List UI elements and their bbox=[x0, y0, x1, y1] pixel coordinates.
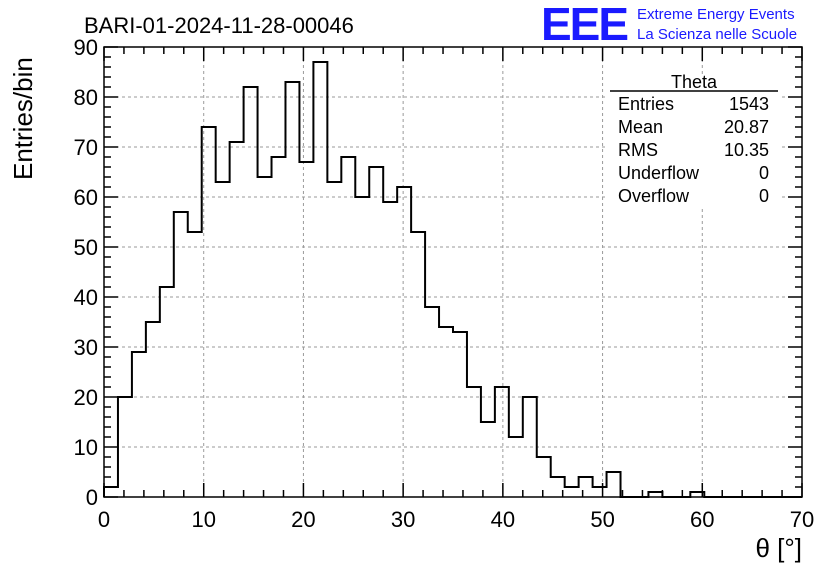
histogram-bin bbox=[160, 287, 174, 497]
y-tick-label: 60 bbox=[74, 185, 98, 210]
stats-row-label: Mean bbox=[618, 117, 663, 137]
histogram-bin bbox=[216, 182, 230, 497]
eee-logo-line2: La Scienza nelle Scuole bbox=[637, 26, 797, 43]
histogram-bin bbox=[174, 212, 188, 497]
histogram-bin bbox=[579, 477, 593, 497]
eee-logo-line1: Extreme Energy Events bbox=[637, 6, 795, 23]
histogram-bin bbox=[607, 472, 621, 497]
stats-box: Theta Entries 1543 Mean 20.87 RMS 10.35 Underf… bbox=[608, 72, 780, 208]
y-tick-label: 50 bbox=[74, 235, 98, 260]
histogram-bin bbox=[146, 322, 160, 497]
y-tick-label: 10 bbox=[74, 435, 98, 460]
stats-box-background bbox=[608, 74, 780, 208]
histogram-bin bbox=[230, 142, 244, 497]
x-axis-title: θ [°] bbox=[755, 533, 802, 563]
y-tick-label: 90 bbox=[74, 35, 98, 60]
stats-row-label: Underflow bbox=[618, 163, 700, 183]
histogram-bin bbox=[383, 202, 397, 497]
histogram-bin bbox=[104, 487, 118, 497]
histogram-bin bbox=[188, 232, 202, 497]
histogram-bin bbox=[565, 487, 579, 497]
y-axis-title: Entries/bin bbox=[8, 57, 38, 180]
y-tick-label: 0 bbox=[86, 485, 98, 510]
histogram-bin bbox=[132, 352, 146, 497]
plot-frame bbox=[103, 46, 803, 498]
histogram-bin bbox=[244, 87, 258, 497]
eee-logo-mark: EEE bbox=[541, 0, 627, 50]
x-tick-label: 40 bbox=[491, 507, 515, 532]
histogram-bin bbox=[341, 157, 355, 497]
x-tick-label: 70 bbox=[790, 507, 814, 532]
histogram-bin bbox=[467, 387, 481, 497]
y-tick-label: 40 bbox=[74, 285, 98, 310]
histogram-bin bbox=[439, 327, 453, 497]
y-tick-label: 30 bbox=[74, 335, 98, 360]
histogram-bin bbox=[285, 82, 299, 497]
y-tick-label: 70 bbox=[74, 135, 98, 160]
stats-row-value: 0 bbox=[759, 186, 769, 206]
stats-rows: Entries 1543 Mean 20.87 RMS 10.35 Underflow 0 Ov… bbox=[618, 94, 769, 206]
stats-row-value: 10.35 bbox=[724, 140, 769, 160]
histogram-bin bbox=[425, 307, 439, 497]
stats-row-label: Overflow bbox=[618, 186, 690, 206]
axis-ticks bbox=[103, 46, 803, 498]
y-tick-label: 80 bbox=[74, 85, 98, 110]
x-tick-label: 30 bbox=[391, 507, 415, 532]
histogram-bin bbox=[258, 177, 272, 497]
x-tick-label: 50 bbox=[590, 507, 614, 532]
histogram-bin bbox=[593, 487, 607, 497]
x-tick-label: 20 bbox=[291, 507, 315, 532]
histogram-bin bbox=[509, 437, 523, 497]
x-tick-label: 60 bbox=[690, 507, 714, 532]
histogram-bin bbox=[397, 187, 411, 497]
stats-row-value: 20.87 bbox=[724, 117, 769, 137]
stats-row-value: 1543 bbox=[729, 94, 769, 114]
stats-row-value: 0 bbox=[759, 163, 769, 183]
stats-row-label: Entries bbox=[618, 94, 674, 114]
histogram-bin bbox=[495, 387, 509, 497]
x-tick-label: 10 bbox=[191, 507, 215, 532]
histogram-bin bbox=[327, 182, 341, 497]
histogram-bin bbox=[272, 157, 286, 497]
histogram-bin bbox=[537, 457, 551, 497]
axis-tick-labels: 0 10 20 30 40 50 60 70 0 10 20 30 40 50 60 70 80 90 bbox=[74, 35, 815, 532]
histogram-bin bbox=[299, 162, 313, 497]
stats-row-label: RMS bbox=[618, 140, 658, 160]
y-tick-label: 20 bbox=[74, 385, 98, 410]
histogram-bin bbox=[313, 62, 327, 497]
histogram-bin bbox=[453, 332, 467, 497]
histogram-bin bbox=[481, 422, 495, 497]
histogram-bin bbox=[411, 232, 425, 497]
stats-box-title: Theta bbox=[671, 72, 718, 92]
run-title: BARI-01-2024-11-28-00046 bbox=[84, 13, 354, 38]
x-tick-label: 0 bbox=[98, 507, 110, 532]
